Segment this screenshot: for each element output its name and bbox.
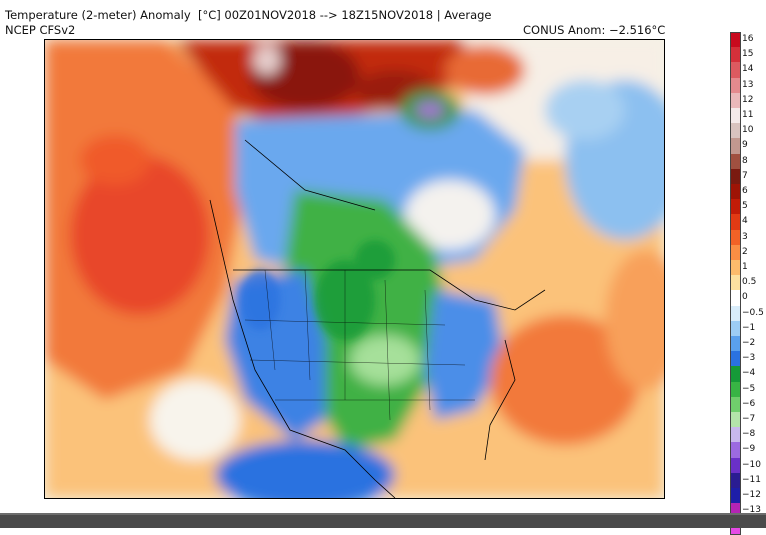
colorbar-label: 13 bbox=[742, 79, 754, 90]
colorbar-label: 12 bbox=[742, 94, 754, 105]
country-borders bbox=[209, 139, 546, 498]
colorbar-swatch bbox=[730, 305, 741, 321]
colorbar-swatch bbox=[730, 457, 741, 473]
colorbar-swatch bbox=[730, 77, 741, 93]
colorbar-label: 0 bbox=[742, 292, 748, 303]
colorbar-swatch bbox=[730, 320, 741, 336]
colorbar-label: −13 bbox=[742, 505, 761, 516]
colorbar-label: 6 bbox=[742, 186, 748, 196]
state-borders bbox=[244, 269, 475, 421]
colorbar-label: 8 bbox=[742, 155, 748, 166]
colorbar-label: 7 bbox=[742, 170, 748, 181]
colorbar-label: −8 bbox=[742, 429, 756, 440]
colorbar-swatch bbox=[730, 488, 741, 504]
model-label: NCEP CFSv2 bbox=[5, 23, 76, 37]
colorbar-swatch bbox=[730, 396, 741, 412]
colorbar-label: −10 bbox=[742, 459, 761, 470]
colorbar-swatch bbox=[730, 412, 741, 428]
colorbar-swatch bbox=[730, 138, 741, 154]
colorbar-swatch bbox=[730, 442, 741, 458]
colorbar-label: 9 bbox=[742, 140, 748, 151]
colorbar-swatch bbox=[730, 381, 741, 397]
colorbar-label: 2 bbox=[742, 246, 748, 257]
colorbar-label: −4 bbox=[742, 368, 756, 379]
colorbar-label: −11 bbox=[742, 474, 761, 485]
colorbar-swatch bbox=[730, 427, 741, 443]
colorbar-label: 0.5 bbox=[742, 277, 757, 288]
colorbar-label: 1 bbox=[742, 262, 748, 272]
colorbar-swatch bbox=[730, 32, 741, 49]
colorbar-label: −0.5 bbox=[742, 307, 764, 318]
colorbar-swatch bbox=[730, 260, 741, 276]
colorbar-label: 3 bbox=[742, 231, 748, 242]
colorbar-swatch bbox=[730, 351, 741, 367]
bottom-bar-highlight bbox=[0, 513, 766, 515]
colorbar-swatch bbox=[730, 108, 741, 124]
colorbar-label: −5 bbox=[742, 383, 756, 394]
colorbar-label: 11 bbox=[742, 110, 754, 120]
anomaly-map bbox=[44, 39, 665, 499]
colorbar-label: −7 bbox=[742, 414, 756, 424]
colorbar-swatch bbox=[730, 214, 741, 230]
colorbar-swatch bbox=[730, 366, 741, 382]
region-anomaly: CONUS Anom: −2.516°C bbox=[523, 23, 666, 37]
colorbar-swatch bbox=[730, 123, 741, 139]
units-text: [°C] bbox=[197, 8, 221, 22]
colorbar-label: 15 bbox=[742, 49, 754, 60]
colorbar-label: 10 bbox=[742, 125, 754, 136]
colorbar-swatch bbox=[730, 153, 741, 169]
period-text: 00Z01NOV2018 --> 18Z15NOV2018 | Average bbox=[224, 8, 492, 22]
colorbar-label: −3 bbox=[742, 353, 756, 364]
chart-title: Temperature (2-meter) Anomaly [°C] 00Z01… bbox=[5, 8, 492, 22]
colorbar-label: 16 bbox=[742, 34, 754, 44]
colorbar-swatch bbox=[730, 62, 741, 78]
title-text: Temperature (2-meter) Anomaly bbox=[5, 8, 191, 22]
colorbar-swatch bbox=[730, 229, 741, 245]
colorbar-swatch bbox=[730, 47, 741, 63]
bottom-bar bbox=[0, 513, 766, 528]
colorbar-swatch bbox=[730, 472, 741, 488]
colorbar-swatch bbox=[730, 244, 741, 260]
colorbar-label: 5 bbox=[742, 201, 748, 212]
colorbar-label: −6 bbox=[742, 398, 756, 409]
colorbar-swatch bbox=[730, 290, 741, 306]
colorbar-swatch bbox=[730, 336, 741, 352]
colorbar-label: 14 bbox=[742, 64, 754, 75]
colorbar-swatch bbox=[730, 92, 741, 108]
colorbar-label: −12 bbox=[742, 490, 761, 500]
colorbar-swatch bbox=[730, 168, 741, 184]
colorbar-label: −1 bbox=[742, 322, 756, 333]
colorbar-label: −2 bbox=[742, 338, 756, 348]
colorbar-swatch bbox=[730, 184, 741, 200]
colorbar-swatch bbox=[730, 275, 741, 291]
colorbar-swatch bbox=[730, 199, 741, 215]
map-svg bbox=[45, 40, 664, 498]
colorbar-swatch bbox=[730, 503, 741, 519]
colorbar-label: 4 bbox=[742, 216, 748, 227]
colorbar-label: −9 bbox=[742, 444, 756, 455]
